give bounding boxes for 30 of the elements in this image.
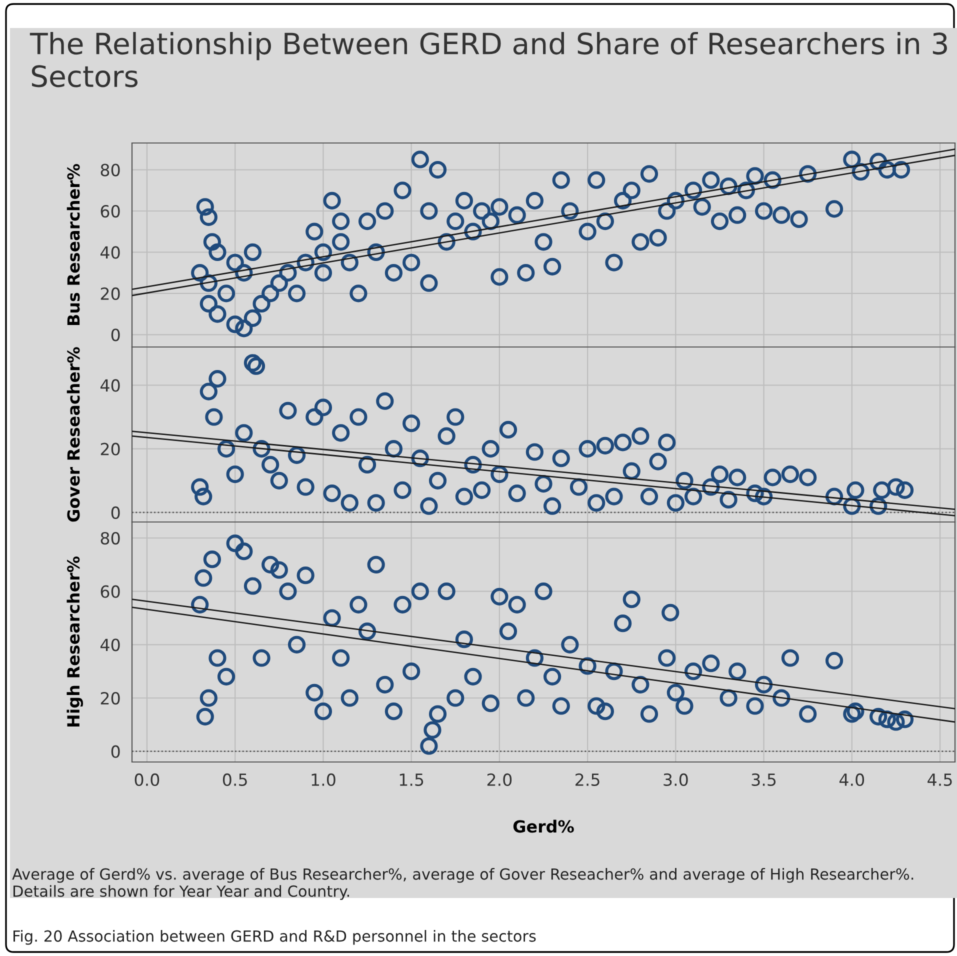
y-axis-title: Gover Reseacher% xyxy=(66,347,80,522)
x-tick-label: 3.0 xyxy=(664,773,688,786)
x-tick-label: 0.0 xyxy=(134,773,160,786)
x-tick-label: 0.5 xyxy=(222,773,247,786)
x-tick-label: 1.0 xyxy=(312,773,336,786)
y-axis-title: Bus Researcher% xyxy=(66,164,80,326)
x-tick-label: 2.0 xyxy=(487,773,512,786)
y-tick-label: 20 xyxy=(100,692,120,705)
text: Average of Gerd% vs. average of Bus Researcher%, average of Gover Reseacher% and average of High Researcher%. Details are shown for Year Year and Country. xyxy=(12,868,914,900)
y-tick-label: 60 xyxy=(100,204,120,218)
y-tick-label: 0 xyxy=(111,745,120,758)
caption: Fig. 20 Association between GERD and R&D personnel in the sectors xyxy=(14,930,536,945)
x-tick-label: 4.5 xyxy=(928,774,952,786)
y-tick-label: 80 xyxy=(100,532,120,545)
x-tick-label: 2.5 xyxy=(576,773,600,786)
y-tick-label: 60 xyxy=(100,585,120,598)
y-tick-label: 40 xyxy=(100,379,120,392)
y-tick-label: 80 xyxy=(100,164,120,176)
y-tick-label: 40 xyxy=(100,246,120,259)
x-tick-label: 3.5 xyxy=(752,773,776,786)
y-tick-label: 0 xyxy=(111,506,120,520)
x-tick-label: 1.5 xyxy=(400,774,424,786)
y-tick-label: 0 xyxy=(111,328,120,342)
y-tick-label: 20 xyxy=(100,442,120,456)
x-axis-title: Gerd% xyxy=(513,820,574,833)
chart-title: The Relationship Between GERD and Share of Researchers in 3 Sectors xyxy=(30,32,947,88)
y-tick-label: 20 xyxy=(100,287,120,300)
y-axis-title: High Researcher% xyxy=(66,556,84,726)
y-tick-label: 40 xyxy=(100,638,120,652)
x-tick-label: 4.0 xyxy=(839,773,864,786)
